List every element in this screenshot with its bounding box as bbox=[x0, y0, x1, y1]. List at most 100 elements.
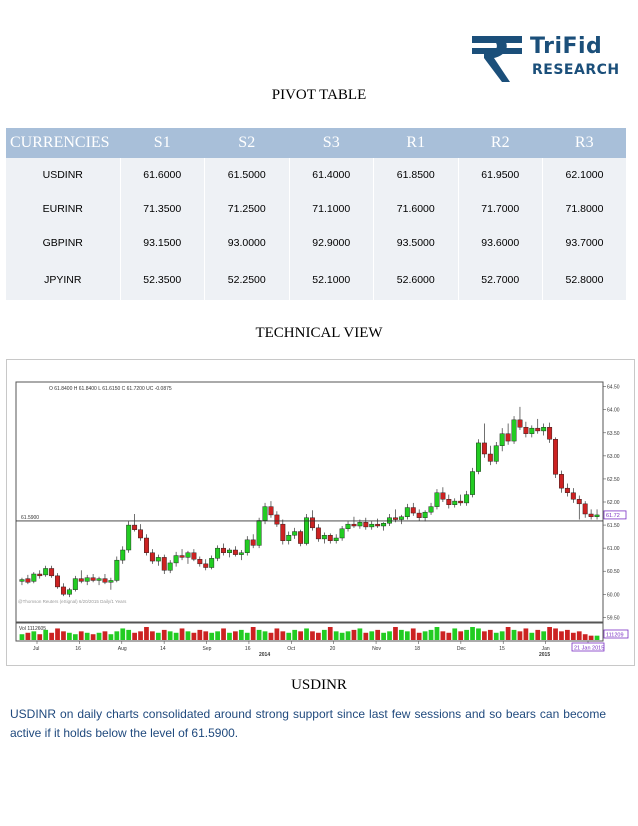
volume-bar bbox=[150, 631, 155, 640]
value-cell: 61.8500 bbox=[373, 158, 458, 192]
volume-bar bbox=[280, 631, 286, 640]
volume-bar bbox=[221, 628, 226, 640]
candle-body bbox=[78, 578, 84, 582]
candle-body bbox=[221, 547, 226, 553]
candle-body bbox=[138, 529, 143, 539]
volume-bar bbox=[458, 631, 464, 640]
candle-body bbox=[191, 552, 197, 560]
candle-body bbox=[321, 535, 327, 540]
volume-bar bbox=[594, 635, 600, 640]
volume-bar bbox=[209, 632, 215, 640]
candle-body bbox=[523, 427, 529, 434]
volume-bar bbox=[369, 631, 375, 640]
pivot-table-heading: PIVOT TABLE bbox=[271, 87, 367, 103]
value-cell: 71.8000 bbox=[542, 192, 626, 226]
header-s2: S2 bbox=[204, 128, 289, 158]
candle-body bbox=[250, 539, 256, 546]
value-cell: 61.9500 bbox=[457, 158, 543, 192]
volume-bar bbox=[233, 631, 238, 640]
volume-bar bbox=[25, 632, 31, 640]
volume-bar bbox=[357, 628, 363, 640]
candle-body bbox=[292, 531, 298, 536]
volume-bar bbox=[535, 629, 541, 640]
candle-body bbox=[541, 427, 547, 432]
x-tick-label: Aug bbox=[118, 646, 127, 652]
candle-body bbox=[315, 527, 321, 540]
volume-bar bbox=[37, 634, 43, 640]
chart-watermark: @Thomson Reuters (eSignal) 6/20/2015 Dai… bbox=[18, 599, 127, 604]
candle-body bbox=[428, 506, 434, 513]
value-cell: 93.5000 bbox=[373, 226, 458, 260]
y-tick-label: 62.00 bbox=[607, 500, 620, 506]
candle-body bbox=[244, 539, 250, 553]
candle-body bbox=[19, 579, 25, 582]
volume-bar bbox=[493, 632, 499, 640]
volume-bar bbox=[90, 634, 96, 640]
volume-value-tag bbox=[603, 629, 629, 639]
volume-bar bbox=[321, 629, 327, 640]
candle-body bbox=[535, 427, 541, 432]
value-cell: 93.6000 bbox=[457, 226, 543, 260]
level-label: 61.5900 bbox=[21, 515, 39, 521]
trifid-logo: TriFid RESEARCH bbox=[470, 32, 620, 88]
volume-bar bbox=[582, 634, 588, 640]
volume-bar bbox=[505, 627, 511, 640]
x-tick-label: Sep bbox=[203, 646, 212, 652]
volume-bar bbox=[316, 632, 321, 640]
candle-body bbox=[499, 433, 505, 446]
candle-body bbox=[517, 419, 523, 428]
x-tick-label: Jan bbox=[542, 646, 550, 652]
candle-body bbox=[564, 487, 570, 493]
candle-body bbox=[511, 419, 517, 442]
candle-body bbox=[547, 427, 553, 440]
value-cell: 71.6000 bbox=[373, 192, 458, 226]
candle-body bbox=[481, 442, 487, 455]
value-cell: 52.6000 bbox=[373, 260, 458, 300]
volume-bar bbox=[43, 629, 49, 640]
x-tick-label: Nov bbox=[372, 646, 381, 652]
candle-body bbox=[404, 507, 410, 517]
volume-bar bbox=[517, 631, 523, 640]
candle-body bbox=[55, 575, 60, 588]
candle-body bbox=[149, 552, 155, 562]
volume-bar bbox=[410, 628, 416, 640]
volume-bar bbox=[173, 632, 179, 640]
candle-body bbox=[66, 589, 72, 595]
candle-body bbox=[72, 578, 78, 590]
volume-bar bbox=[179, 628, 185, 640]
value-cell: 61.6000 bbox=[119, 158, 205, 192]
candle-body bbox=[114, 559, 120, 581]
volume-bar bbox=[67, 632, 72, 640]
volume-bar bbox=[446, 632, 452, 640]
year-label: 2014 bbox=[259, 652, 270, 658]
volume-bar bbox=[559, 631, 564, 640]
candle-body bbox=[434, 492, 440, 507]
volume-bar bbox=[132, 632, 137, 640]
table-row: GBPINR 93.1500 93.0000 92.9000 93.5000 9… bbox=[6, 226, 626, 260]
candle-body bbox=[262, 506, 268, 521]
volume-bar bbox=[215, 631, 220, 640]
volume-bar bbox=[393, 627, 398, 640]
candle-body bbox=[464, 494, 470, 504]
volume-bar bbox=[286, 632, 292, 640]
volume-bar bbox=[102, 631, 108, 640]
candle-body bbox=[553, 439, 558, 475]
volume-bar bbox=[72, 634, 78, 640]
candle-body bbox=[327, 535, 333, 541]
value-cell: 71.7000 bbox=[457, 192, 543, 226]
candle-body bbox=[256, 520, 262, 546]
x-tick-label: 20 bbox=[330, 646, 336, 652]
volume-bar bbox=[339, 632, 345, 640]
table-row: JPYINR 52.3500 52.2500 52.1000 52.6000 5… bbox=[6, 260, 626, 300]
volume-bar bbox=[422, 631, 428, 640]
volume-bar bbox=[250, 627, 256, 640]
volume-bar bbox=[487, 629, 493, 640]
candle-body bbox=[410, 507, 416, 514]
y-tick-label: 62.50 bbox=[607, 477, 620, 483]
candle-body bbox=[470, 471, 475, 495]
header-r2: R2 bbox=[458, 128, 543, 158]
year-label: 2015 bbox=[539, 652, 550, 658]
date-value: 21 Jan 2015 bbox=[574, 646, 604, 652]
candle-body bbox=[232, 549, 238, 555]
header-r3: R3 bbox=[542, 128, 626, 158]
